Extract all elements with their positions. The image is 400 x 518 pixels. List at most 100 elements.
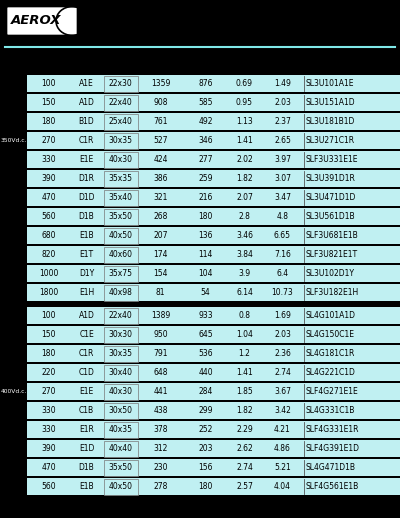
Text: 791: 791	[153, 349, 168, 358]
Bar	[0, 265, 27, 282]
Text: 54: 54	[201, 288, 210, 297]
Text: 259: 259	[198, 174, 213, 183]
Bar	[104, 190, 138, 206]
Text: D1B: D1B	[79, 212, 94, 221]
Text: 299: 299	[198, 406, 213, 415]
Text: 424: 424	[153, 155, 168, 164]
Text: 2.74: 2.74	[274, 368, 291, 377]
Text: 390: 390	[41, 174, 56, 183]
Text: 1389: 1389	[151, 311, 170, 320]
Text: 876: 876	[198, 79, 213, 88]
Text: 35x50: 35x50	[108, 463, 132, 472]
Text: 40x30: 40x30	[108, 155, 132, 164]
Text: 2.36: 2.36	[274, 349, 291, 358]
Text: 330: 330	[41, 406, 56, 415]
Text: 35x35: 35x35	[108, 174, 132, 183]
Text: 2.03: 2.03	[274, 330, 291, 339]
Text: 680: 680	[41, 231, 56, 240]
Bar	[27, 170, 400, 187]
Text: 4.86: 4.86	[274, 444, 291, 453]
Bar	[27, 246, 400, 263]
Text: 30x40: 30x40	[108, 368, 132, 377]
Text: B1D: B1D	[79, 117, 94, 126]
Bar	[0, 383, 27, 400]
Text: 2.03: 2.03	[274, 98, 291, 107]
Bar	[104, 479, 138, 495]
Text: 1.49: 1.49	[274, 79, 291, 88]
Text: C1R: C1R	[79, 349, 94, 358]
Bar	[104, 308, 138, 324]
Text: 3.67: 3.67	[274, 387, 291, 396]
Bar	[104, 151, 138, 167]
Text: 330: 330	[41, 425, 56, 434]
Text: 645: 645	[198, 330, 213, 339]
Text: SLF3U182E1H: SLF3U182E1H	[306, 288, 359, 297]
Text: 114: 114	[198, 250, 213, 259]
Text: 230: 230	[153, 463, 168, 472]
Text: 470: 470	[41, 463, 56, 472]
Text: D1B: D1B	[79, 463, 94, 472]
Text: SL3U271C1R: SL3U271C1R	[306, 136, 355, 145]
Text: SL3U181B1D: SL3U181B1D	[306, 117, 355, 126]
Text: 2.57: 2.57	[236, 482, 253, 491]
Bar	[0, 208, 27, 225]
Bar	[0, 402, 27, 419]
Bar	[104, 383, 138, 399]
Text: 440: 440	[198, 368, 213, 377]
Text: 154: 154	[153, 269, 168, 278]
Text: 1.82: 1.82	[236, 406, 253, 415]
Text: 81: 81	[156, 288, 165, 297]
Text: AEROX: AEROX	[11, 15, 62, 27]
Text: 2.65: 2.65	[274, 136, 291, 145]
Text: 270: 270	[41, 387, 56, 396]
Text: 2.37: 2.37	[274, 117, 291, 126]
Text: 252: 252	[198, 425, 213, 434]
Bar	[27, 265, 400, 282]
Text: 1.41: 1.41	[236, 136, 253, 145]
Bar	[104, 402, 138, 419]
Text: 277: 277	[198, 155, 213, 164]
Bar	[104, 422, 138, 438]
Text: C1E: C1E	[79, 330, 94, 339]
Text: 5.21: 5.21	[274, 463, 291, 472]
Bar	[27, 227, 400, 244]
Text: 527: 527	[153, 136, 168, 145]
Text: 4.04: 4.04	[274, 482, 291, 491]
FancyBboxPatch shape	[6, 7, 78, 36]
Text: 1.13: 1.13	[236, 117, 253, 126]
Text: SL3U471D1D: SL3U471D1D	[306, 193, 356, 202]
Bar	[0, 246, 27, 263]
Text: E1H: E1H	[79, 288, 94, 297]
Bar	[27, 421, 400, 438]
Bar	[0, 113, 27, 130]
Text: 7.16: 7.16	[274, 250, 291, 259]
Text: SL3U151A1D: SL3U151A1D	[306, 98, 356, 107]
Text: A1D: A1D	[78, 98, 94, 107]
Bar	[0, 326, 27, 343]
Text: 156: 156	[198, 463, 213, 472]
Text: 25x40: 25x40	[108, 117, 132, 126]
Bar	[0, 345, 27, 362]
Text: 180: 180	[41, 117, 56, 126]
Text: 40x98: 40x98	[108, 288, 132, 297]
Text: 174: 174	[153, 250, 168, 259]
Text: 908: 908	[153, 98, 168, 107]
Text: 100: 100	[41, 79, 56, 88]
Bar	[0, 75, 27, 92]
Text: SLF3U331E1E: SLF3U331E1E	[306, 155, 358, 164]
Text: 40x50: 40x50	[108, 482, 132, 491]
Text: 1.41: 1.41	[236, 368, 253, 377]
Text: 2.29: 2.29	[236, 425, 253, 434]
Text: 22x30: 22x30	[109, 79, 132, 88]
Text: 536: 536	[198, 349, 213, 358]
Text: C1B: C1B	[79, 406, 94, 415]
Text: 3.07: 3.07	[274, 174, 291, 183]
Text: 0.95: 0.95	[236, 98, 253, 107]
Text: 1000: 1000	[39, 269, 58, 278]
Text: 35x75: 35x75	[108, 269, 132, 278]
Bar	[27, 383, 400, 400]
Bar	[104, 76, 138, 92]
Text: 40x40: 40x40	[108, 444, 132, 453]
Text: 1.85: 1.85	[236, 387, 253, 396]
Text: SLF3U821E1T: SLF3U821E1T	[306, 250, 358, 259]
